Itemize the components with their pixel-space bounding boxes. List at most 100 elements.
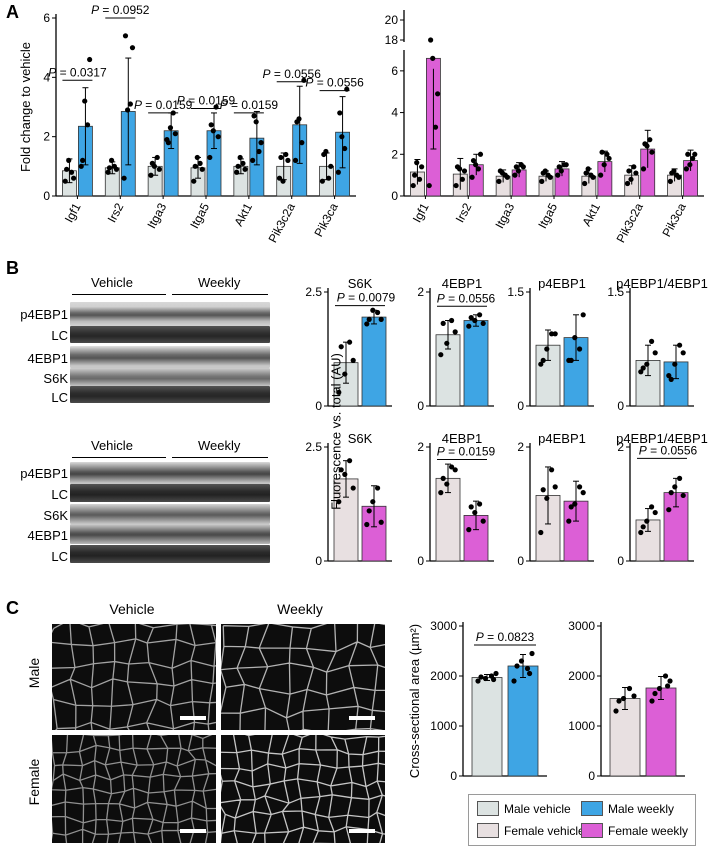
blot-male-vehicle-label: Vehicle [91, 275, 133, 290]
chart-title: S6K [348, 276, 373, 291]
data-point [540, 487, 546, 493]
data-point [493, 670, 499, 677]
data-point [370, 499, 376, 505]
data-point [672, 361, 678, 367]
data-point [540, 357, 546, 363]
data-point [256, 148, 262, 155]
data-point [66, 157, 72, 163]
legend: Male vehicle Male weekly Female vehicle … [468, 794, 696, 846]
data-point [461, 168, 468, 174]
y-tick-label: 3000 [568, 619, 595, 633]
chart-c-female: 0 1000 2000 3000 [568, 619, 685, 783]
data-point [440, 320, 446, 326]
y-tick-label: 0 [617, 399, 624, 413]
data-point [687, 162, 693, 168]
data-point [640, 365, 646, 371]
data-point [84, 122, 91, 128]
data-point [590, 174, 596, 180]
legend-label: Male vehicle [504, 801, 571, 816]
data-point [339, 134, 345, 140]
data-point [444, 340, 450, 346]
blot-male-row-label: LC [51, 390, 68, 405]
data-point [656, 685, 663, 692]
chart-title: p4EBP1/4EBP1 [616, 431, 708, 446]
p-value-label: P = 0.0159 [220, 98, 279, 112]
data-point [580, 490, 586, 496]
x-tick-label: Irs2 [105, 200, 127, 225]
data-point [129, 45, 136, 51]
y-tick-label: 6 [43, 11, 50, 25]
data-point [328, 163, 334, 169]
data-point [426, 182, 432, 189]
data-point [649, 338, 655, 344]
micrograph-background [52, 624, 216, 730]
data-point [638, 529, 644, 536]
data-point [191, 178, 197, 184]
chart-b-s6k-female: 0 2.5 S6K [305, 431, 392, 568]
chart-title: 4EBP1 [442, 431, 482, 446]
y-tick-label: 0 [417, 399, 424, 413]
data-point [375, 309, 381, 316]
y-tick-label: 0 [417, 554, 424, 568]
data-point [666, 373, 672, 379]
data-point [668, 376, 674, 382]
data-point [285, 157, 291, 163]
data-point [649, 504, 655, 510]
data-point [366, 316, 372, 322]
data-point [378, 316, 384, 322]
p-value-label: P = 0.0079 [337, 291, 396, 305]
data-point [552, 484, 558, 490]
data-point [672, 484, 678, 490]
micrograph-male-weekly [221, 624, 385, 730]
data-point [649, 698, 655, 704]
legend-label: Female weekly [608, 823, 689, 838]
micrograph-male-vehicle [52, 624, 216, 730]
data-point [604, 151, 610, 157]
data-point [106, 165, 113, 171]
legend-item-male-vehicle: Male vehicle [477, 801, 571, 816]
data-point [518, 658, 525, 664]
data-point [529, 650, 535, 657]
data-point [210, 128, 216, 134]
data-point [644, 518, 650, 524]
data-point [342, 471, 348, 477]
x-tick-label: Akt1 [579, 200, 603, 228]
micro-col-weekly: Weekly [277, 601, 323, 617]
blot-female-strip [70, 484, 270, 502]
data-point [237, 154, 243, 161]
data-point [208, 122, 214, 128]
data-point [566, 518, 572, 524]
data-point [430, 55, 436, 61]
data-point [538, 361, 544, 367]
data-point [527, 670, 533, 677]
data-point [668, 490, 674, 496]
chart-a-male: 0 2 4 6 Igf1 Irs2 Itga3 Itga5 Akt1 Pik3c2a Pik3ca P… [18, 3, 364, 245]
data-point [520, 164, 526, 170]
data-point [87, 56, 93, 63]
data-point [633, 170, 639, 176]
micro-row-male: Male [26, 657, 42, 689]
blot-male-row-label: p4EBP1 [20, 307, 68, 322]
data-point [692, 151, 698, 157]
data-point [680, 350, 686, 356]
data-point [350, 485, 356, 491]
data-point [606, 155, 612, 162]
y-tick-label: 0 [617, 554, 624, 568]
p-value-label: P = 0.0159 [437, 445, 496, 459]
data-point [258, 140, 264, 146]
y-tick-label: 2 [417, 440, 424, 454]
data-point [504, 174, 510, 180]
data-point [513, 164, 519, 170]
data-point [468, 315, 474, 321]
y-tick-label: 6 [391, 64, 398, 78]
micrograph-female-weekly [221, 735, 385, 843]
micro-col-vehicle: Vehicle [109, 601, 155, 617]
data-point [649, 149, 655, 155]
legend-item-male-weekly: Male weekly [581, 801, 674, 816]
data-point [470, 157, 477, 164]
data-point [631, 164, 637, 170]
data-point [598, 172, 604, 178]
